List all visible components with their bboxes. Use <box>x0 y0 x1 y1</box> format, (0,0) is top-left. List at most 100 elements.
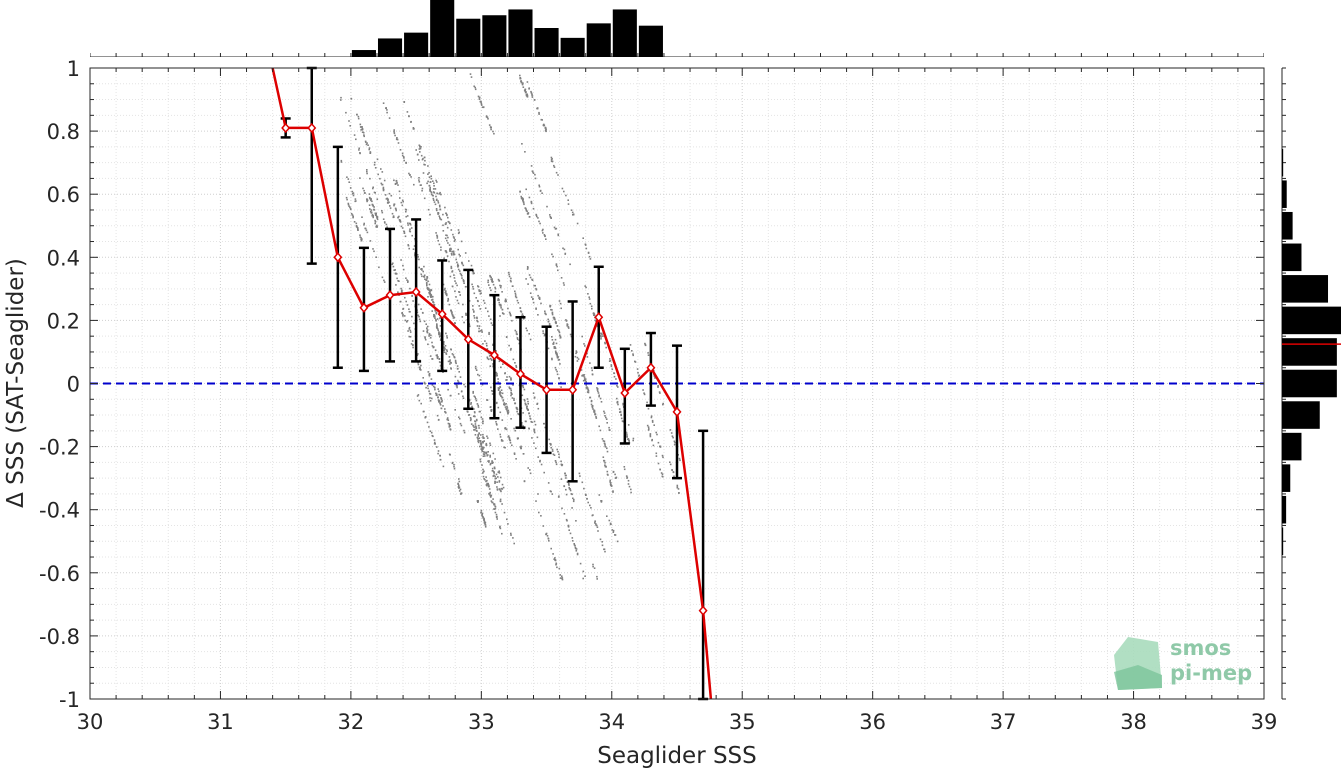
scatter-point <box>413 183 415 186</box>
scatter-point <box>483 440 485 442</box>
scatter-point <box>396 182 398 185</box>
scatter-point <box>407 330 409 332</box>
scatter-point <box>494 286 496 289</box>
scatter-point <box>532 301 535 304</box>
scatter-point <box>592 563 594 566</box>
scatter-point <box>558 495 560 497</box>
scatter-point <box>407 222 409 224</box>
scatter-point <box>524 88 526 91</box>
scatter-point <box>348 181 350 183</box>
scatter-point <box>559 335 561 338</box>
scatter-point <box>434 315 436 318</box>
scatter-point <box>560 478 563 480</box>
scatter-point <box>486 116 489 119</box>
top-histogram <box>90 0 1264 57</box>
scatter-point <box>576 360 579 362</box>
scatter-point <box>501 396 503 399</box>
scatter-point <box>548 324 551 327</box>
scatter-point <box>484 451 486 454</box>
scatter-point <box>575 548 578 550</box>
scatter-point <box>472 308 474 311</box>
scatter-point <box>514 292 517 295</box>
scatter-point <box>397 216 399 219</box>
scatter-point <box>537 294 539 297</box>
scatter-point <box>431 299 434 301</box>
scatter-point <box>419 368 421 371</box>
scatter-point <box>511 397 514 399</box>
scatter-point <box>357 227 359 229</box>
axes <box>89 67 1265 700</box>
scatter-point <box>524 402 527 405</box>
binned-mean-marker <box>646 362 656 373</box>
scatter-point <box>446 335 448 337</box>
scatter-point <box>488 333 490 335</box>
scatter-point <box>489 357 492 360</box>
scatter-point <box>558 331 561 334</box>
scatter-point <box>437 239 439 242</box>
scatter-point <box>450 252 453 255</box>
scatter-point <box>428 289 430 291</box>
scatter-point <box>559 337 562 339</box>
scatter-point <box>499 411 502 414</box>
scatter-point <box>460 240 463 243</box>
scatter-point <box>556 373 559 376</box>
scatter-point <box>524 151 526 153</box>
scatter-point <box>435 232 437 234</box>
scatter-point <box>500 490 502 493</box>
scatter-point <box>447 216 449 219</box>
scatter-point <box>484 524 487 526</box>
scatter-point <box>609 483 612 486</box>
scatter-point <box>498 481 501 483</box>
scatter-point <box>677 488 680 490</box>
scatter-point <box>448 423 451 425</box>
scatter-point <box>423 156 426 159</box>
scatter-point <box>499 489 502 492</box>
scatter-point <box>409 287 411 290</box>
scatter-point <box>460 492 462 495</box>
scatter-point <box>439 404 442 406</box>
scatter-point <box>401 152 404 155</box>
binned-mean-marker <box>281 122 291 134</box>
scatter-point <box>546 205 548 208</box>
scatter-point <box>678 457 681 460</box>
scatter-point <box>456 365 459 367</box>
scatter-point <box>418 181 421 183</box>
scatter-point <box>669 461 671 463</box>
scatter-point <box>555 171 558 174</box>
scatter-point <box>363 189 365 192</box>
scatter-point <box>458 480 461 483</box>
scatter-point <box>506 405 508 408</box>
scatter-point <box>372 187 374 190</box>
scatter-point <box>372 186 374 189</box>
scatter-point <box>617 403 619 406</box>
scatter-point <box>513 399 515 401</box>
scatter-point <box>478 432 480 435</box>
scatter-point <box>435 326 438 328</box>
scatter-point <box>626 476 629 479</box>
scatter-point <box>616 397 618 400</box>
scatter-point <box>555 227 558 230</box>
scatter-point <box>431 345 434 347</box>
scatter-point <box>500 307 502 309</box>
scatter-point <box>445 234 447 236</box>
scatter-point <box>382 102 385 104</box>
scatter-point <box>659 392 661 394</box>
scatter-point <box>669 463 672 466</box>
scatter-point <box>555 342 558 345</box>
scatter-point <box>501 392 504 395</box>
scatter-point <box>369 152 372 154</box>
scatter-point <box>555 463 558 466</box>
scatter-point <box>646 424 649 427</box>
scatter-point <box>512 285 514 287</box>
scatter-point <box>458 417 461 420</box>
scatter-point <box>510 394 512 397</box>
scatter-point <box>533 442 535 444</box>
scatter-point <box>550 216 552 219</box>
scatter-point <box>504 446 506 449</box>
scatter-point <box>439 205 441 208</box>
scatter-point <box>464 252 467 254</box>
scatter-point <box>499 498 502 501</box>
scatter-point <box>486 437 489 439</box>
scatter-point <box>670 432 673 434</box>
scatter-point <box>598 395 600 398</box>
